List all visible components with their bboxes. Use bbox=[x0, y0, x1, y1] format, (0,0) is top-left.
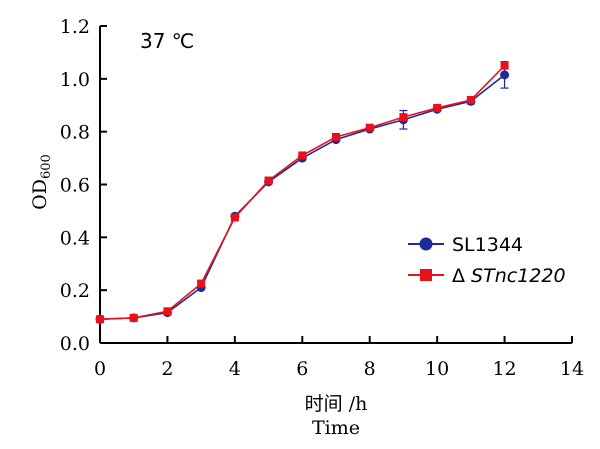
y-tick-label: 0.4 bbox=[60, 227, 90, 249]
data-point-square bbox=[197, 279, 206, 288]
y-tick-label: 0.8 bbox=[60, 122, 90, 144]
data-point-square bbox=[163, 307, 172, 316]
x-tick-label: 6 bbox=[296, 358, 308, 380]
x-tick-label: 14 bbox=[560, 358, 584, 380]
x-tick-label: 10 bbox=[425, 358, 449, 380]
x-tick-label: 8 bbox=[364, 358, 376, 380]
data-point-square bbox=[96, 315, 104, 324]
x-tick-label: 4 bbox=[229, 358, 241, 380]
series-line bbox=[99, 74, 506, 321]
legend-label-name: SL1344 bbox=[452, 234, 523, 256]
legend: SL1344 Δ STnc1220 bbox=[408, 234, 566, 287]
data-point-square bbox=[365, 123, 374, 132]
series-layer bbox=[95, 61, 510, 324]
series-line bbox=[99, 65, 506, 321]
data-point-square bbox=[129, 313, 138, 322]
data-point-square bbox=[264, 176, 273, 185]
legend-entry: Δ STnc1220 bbox=[408, 265, 566, 287]
data-point-square bbox=[298, 151, 307, 160]
legend-label: Δ STnc1220 bbox=[452, 265, 566, 287]
x-tick-label: 12 bbox=[492, 358, 516, 380]
data-point-square bbox=[399, 113, 408, 122]
y-tick-label: 0.6 bbox=[60, 175, 90, 197]
y-tick-label: 1.2 bbox=[60, 16, 90, 38]
x-tick-label: 2 bbox=[161, 358, 173, 380]
data-point-square bbox=[433, 103, 442, 112]
legend-label-prefix: Δ bbox=[452, 265, 471, 287]
legend-marker-square bbox=[420, 269, 432, 281]
legend-entry: SL1344 bbox=[408, 234, 523, 256]
y-tick-label: 0.0 bbox=[60, 333, 90, 355]
series-stnc1220 bbox=[96, 61, 509, 324]
data-point-square bbox=[500, 61, 509, 70]
chart-axes: 0 2 4 6 8 10 12 14 0.0 0.2 0.4 0.6 0.8 1.0 1.2 bbox=[60, 16, 584, 380]
data-point-circle bbox=[500, 70, 510, 80]
x-axis-title-cn: 时间 /h bbox=[305, 393, 368, 415]
series-sl1344 bbox=[95, 61, 510, 324]
y-axis-title-subscript: 600 bbox=[39, 154, 54, 179]
legend-marker-circle bbox=[419, 237, 433, 251]
y-axis-title-main: OD bbox=[29, 179, 51, 210]
data-point-square bbox=[332, 132, 340, 141]
legend-label: SL1344 bbox=[452, 234, 523, 256]
svg-text:OD600: OD600 bbox=[29, 154, 54, 210]
data-point-square bbox=[466, 95, 475, 104]
y-tick-label: 0.2 bbox=[60, 280, 90, 302]
y-axis-ticks: 0.0 0.2 0.4 0.6 0.8 1.0 1.2 bbox=[60, 16, 107, 355]
data-point-square bbox=[230, 213, 239, 222]
y-axis-title: OD600 bbox=[29, 154, 54, 210]
x-tick-label: 0 bbox=[94, 358, 106, 380]
legend-label-name: STnc1220 bbox=[471, 265, 566, 287]
x-axis-ticks: 0 2 4 6 8 10 12 14 bbox=[94, 336, 584, 380]
x-axis-title-en: Time bbox=[312, 417, 360, 439]
y-tick-label: 1.0 bbox=[60, 69, 90, 91]
temperature-annotation: 37 ℃ bbox=[140, 29, 194, 53]
